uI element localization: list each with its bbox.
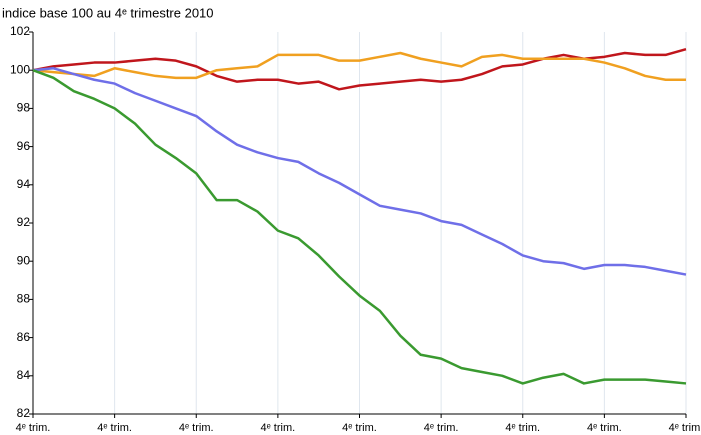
- y-tick-label: 96: [17, 139, 31, 153]
- x-tick-label: 4ᵉ trim.: [179, 422, 214, 434]
- x-tick-label: 4ᵉ trim.: [16, 422, 51, 434]
- chart-title: indice base 100 au 4ᵉ trimestre 2010: [2, 5, 214, 20]
- x-tick-label: 4ᵉ trim.: [669, 422, 701, 434]
- y-tick-label: 84: [17, 368, 31, 382]
- series-line: [32, 47, 687, 91]
- series-line: [32, 67, 687, 276]
- x-tick-label: 4ᵉ trim.: [505, 422, 540, 434]
- y-tick-label: 88: [17, 292, 31, 306]
- series-line: [32, 69, 687, 385]
- y-tick-label: 86: [17, 330, 31, 344]
- y-tick-label: 82: [17, 406, 31, 420]
- y-tick-label: 100: [10, 62, 30, 76]
- x-tick-label: 4ᵉ trim.: [261, 422, 296, 434]
- y-tick-label: 94: [17, 177, 31, 191]
- y-tick-label: 98: [17, 101, 31, 115]
- x-tick-label: 4ᵉ trim.: [587, 422, 622, 434]
- x-tick-label: 4ᵉ trim.: [342, 422, 377, 434]
- x-tick-label: 4ᵉ trim.: [424, 422, 459, 434]
- x-tick-label: 4ᵉ trim.: [97, 422, 132, 434]
- y-tick-label: 92: [17, 215, 31, 229]
- y-tick-label: 102: [10, 24, 30, 38]
- series-line: [32, 51, 686, 81]
- y-tick-label: 90: [17, 253, 31, 267]
